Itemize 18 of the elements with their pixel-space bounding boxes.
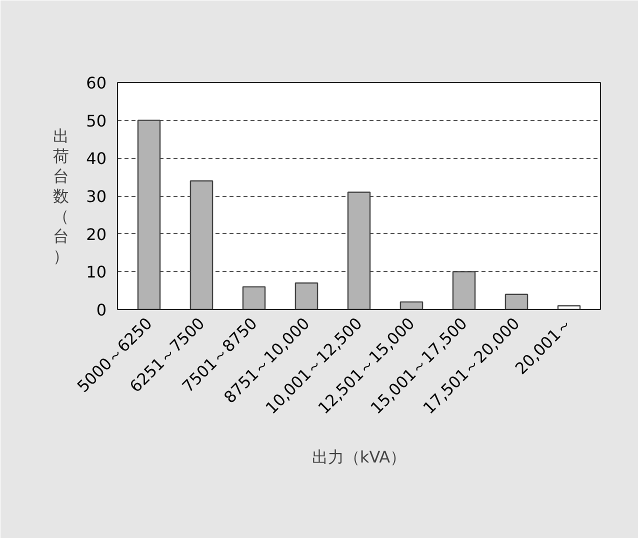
y-tick-label: 20: [86, 224, 106, 244]
y-tick-label: 0: [96, 300, 107, 320]
bar: [242, 286, 266, 310]
y-axis-title: 出荷台数（台）: [53, 126, 70, 266]
bar: [347, 192, 371, 310]
bar: [452, 271, 476, 310]
bar: [137, 120, 161, 310]
x-axis-title: 出力（kVA）: [312, 447, 406, 466]
bar: [400, 301, 424, 310]
bar: [504, 294, 528, 310]
y-tick-label: 50: [86, 111, 106, 130]
bar: [190, 180, 214, 310]
bar: [294, 282, 318, 310]
y-tick-label: 30: [86, 187, 106, 206]
y-tick-label: 60: [86, 74, 106, 92]
y-tick-label: 10: [86, 262, 106, 282]
bar: [557, 305, 581, 310]
y-tick-label: 40: [86, 149, 106, 168]
